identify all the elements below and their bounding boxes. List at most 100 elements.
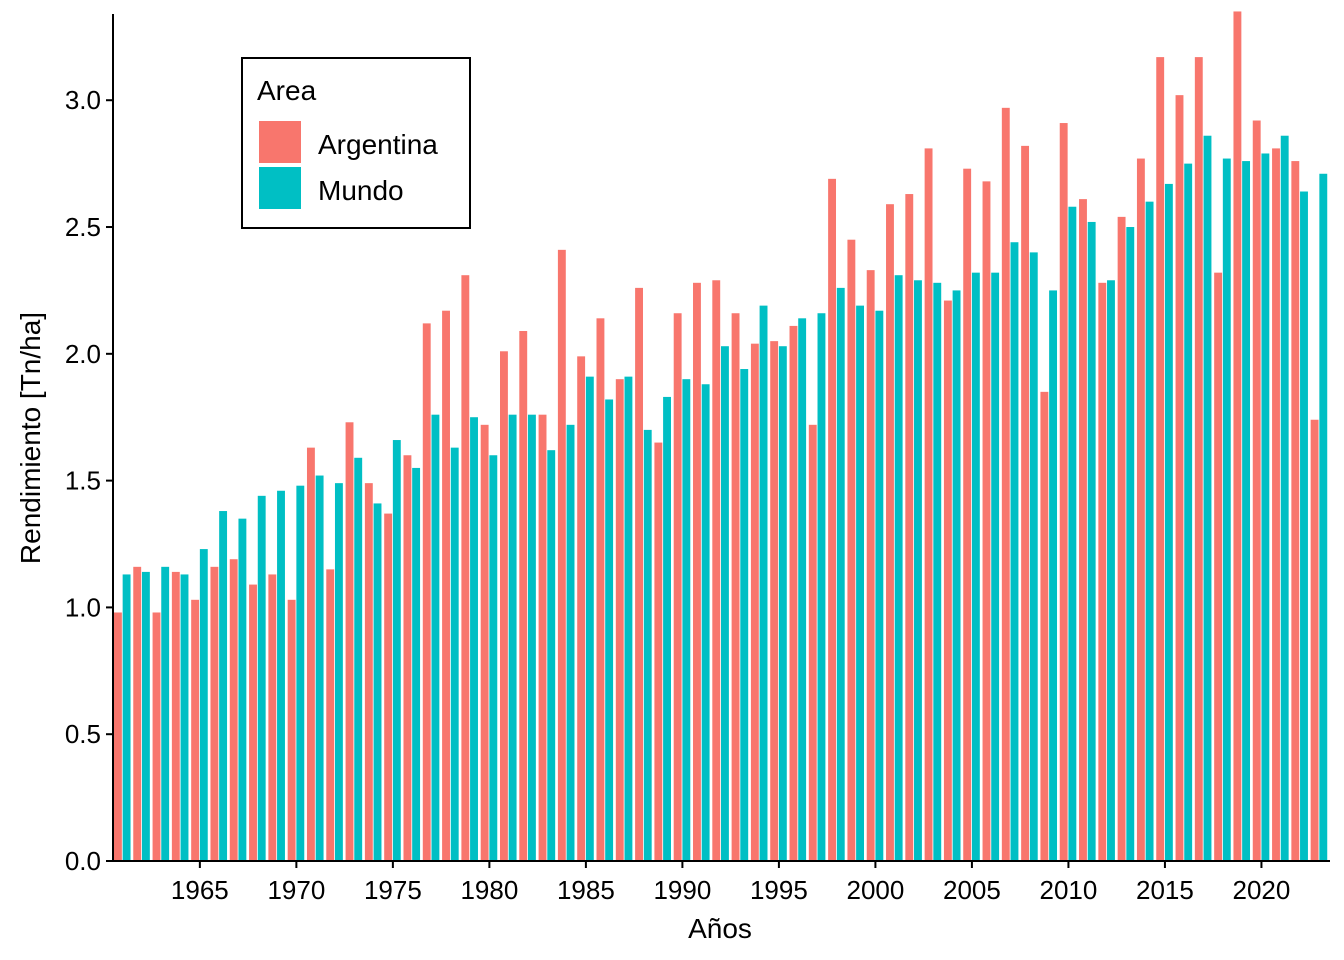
bar-mundo-2017	[1203, 135, 1212, 862]
y-tick-label: 0.0	[65, 846, 101, 876]
bar-mundo-1996	[798, 318, 807, 861]
bar-mundo-2007	[1010, 242, 1019, 862]
bar-argentina-2006	[982, 181, 991, 861]
bar-mundo-1999	[856, 305, 864, 861]
bar-mundo-1970	[296, 485, 305, 861]
x-tick-label: 1970	[267, 875, 325, 905]
legend-swatch-argentina	[259, 121, 301, 163]
bar-mundo-1986	[605, 399, 614, 861]
x-tick-label: 2020	[1233, 875, 1291, 905]
bar-argentina-1984	[557, 249, 566, 862]
bar-mundo-1975	[392, 440, 401, 861]
legend-label-argentina: Argentina	[318, 129, 438, 160]
bar-argentina-2010	[1059, 123, 1068, 862]
bar-argentina-2021	[1272, 148, 1280, 861]
bar-argentina-2009	[1040, 391, 1049, 861]
bar-argentina-2005	[963, 168, 972, 861]
y-tick-label: 3.0	[65, 85, 101, 115]
bar-mundo-2012	[1107, 280, 1115, 861]
bar-argentina-1995	[770, 341, 779, 861]
legend-title: Area	[257, 75, 317, 106]
bar-mundo-1994	[759, 305, 768, 861]
bar-argentina-1975	[384, 513, 393, 861]
y-tick-label: 1.0	[65, 592, 101, 622]
bar-argentina-2023	[1310, 419, 1319, 861]
x-tick-label: 2010	[1040, 875, 1098, 905]
y-tick-label: 2.5	[65, 212, 101, 242]
bar-mundo-1971	[315, 475, 324, 861]
bar-argentina-1961	[113, 612, 122, 861]
bar-argentina-2019	[1233, 11, 1242, 861]
bar-mundo-2002	[914, 280, 922, 861]
x-tick-label: 1990	[653, 875, 711, 905]
bar-mundo-2009	[1049, 290, 1058, 861]
legend-swatch-mundo	[259, 167, 301, 209]
bar-mundo-1987	[624, 376, 633, 861]
bar-mundo-2023	[1319, 173, 1328, 861]
bar-mundo-2014	[1145, 201, 1154, 861]
bar-mundo-2005	[971, 272, 980, 861]
bar-mundo-2022	[1300, 191, 1308, 861]
bar-mundo-1968	[257, 495, 266, 861]
bar-mundo-1962	[141, 571, 150, 861]
bar-mundo-1984	[566, 424, 575, 861]
bar-argentina-2011	[1079, 199, 1087, 861]
bar-mundo-1969	[277, 490, 285, 861]
bar-mundo-2018	[1222, 158, 1231, 862]
bar-argentina-1992	[712, 280, 721, 861]
bar-argentina-1989	[654, 442, 663, 861]
bar-argentina-1974	[364, 483, 373, 861]
bar-mundo-2013	[1126, 227, 1135, 861]
x-axis-title: Años	[688, 913, 752, 944]
x-tick-label: 1980	[460, 875, 518, 905]
bar-argentina-1977	[422, 323, 431, 861]
bar-mundo-2015	[1164, 183, 1173, 861]
bar-argentina-1976	[403, 455, 412, 861]
bar-mundo-1995	[778, 346, 787, 862]
bar-mundo-2021	[1280, 135, 1289, 862]
bar-mundo-1998	[836, 287, 845, 861]
bar-mundo-1990	[682, 379, 691, 861]
bar-argentina-1980	[480, 424, 489, 861]
bar-argentina-2022	[1291, 161, 1300, 861]
bar-argentina-1970	[287, 599, 296, 861]
bar-argentina-2012	[1098, 282, 1107, 861]
bar-argentina-1982	[519, 330, 528, 861]
bar-argentina-1983	[538, 414, 547, 861]
x-tick-label: 2005	[943, 875, 1001, 905]
bar-argentina-2000	[866, 270, 875, 861]
bar-argentina-1986	[596, 318, 605, 861]
bar-argentina-2018	[1214, 272, 1223, 861]
bar-argentina-1988	[635, 287, 643, 861]
bar-argentina-1990	[673, 313, 682, 861]
bar-argentina-2003	[924, 148, 933, 861]
bar-mundo-1982	[527, 414, 536, 861]
bar-mundo-1983	[547, 450, 556, 861]
bar-argentina-1991	[693, 282, 701, 861]
bar-mundo-2000	[875, 310, 884, 861]
bar-mundo-2001	[894, 275, 903, 861]
bar-argentina-1994	[750, 343, 759, 861]
bar-argentina-1967	[229, 559, 238, 861]
bar-argentina-1968	[249, 584, 257, 861]
bar-argentina-1973	[345, 422, 354, 861]
bar-mundo-1961	[122, 574, 131, 861]
bar-argentina-2007	[1001, 107, 1010, 861]
bar-argentina-2008	[1021, 145, 1030, 861]
bar-argentina-1997	[808, 424, 817, 861]
bar-mundo-1991	[701, 384, 710, 861]
bar-argentina-1963	[152, 612, 161, 861]
bar-argentina-2015	[1156, 57, 1165, 862]
bar-mundo-1978	[450, 447, 459, 861]
bar-mundo-1974	[373, 503, 382, 861]
bar-mundo-2010	[1068, 206, 1077, 862]
bar-argentina-2013	[1117, 216, 1126, 861]
bars-group	[113, 11, 1328, 862]
bar-argentina-1987	[615, 379, 624, 861]
bar-mundo-2019	[1242, 161, 1251, 861]
bar-mundo-1973	[354, 457, 363, 861]
bar-mundo-1966	[219, 511, 228, 861]
bar-argentina-2004	[943, 300, 952, 861]
legend-label-mundo: Mundo	[318, 175, 404, 206]
y-tick-label: 1.5	[65, 466, 101, 496]
